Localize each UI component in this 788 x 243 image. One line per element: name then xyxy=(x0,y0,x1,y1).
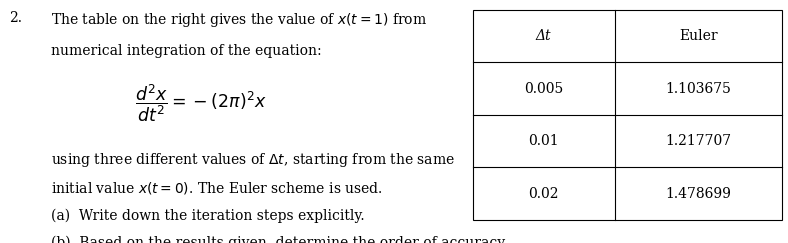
Text: numerical integration of the equation:: numerical integration of the equation: xyxy=(51,44,322,58)
Text: 0.01: 0.01 xyxy=(529,134,559,148)
Text: Euler: Euler xyxy=(678,29,718,43)
Text: (b)  Based on the results given, determine the order of accuracy.: (b) Based on the results given, determin… xyxy=(51,236,507,243)
Text: (a)  Write down the iteration steps explicitly.: (a) Write down the iteration steps expli… xyxy=(51,209,365,223)
Text: using three different values of $\Delta t$, starting from the same: using three different values of $\Delta … xyxy=(51,151,455,169)
Text: 1.217707: 1.217707 xyxy=(665,134,731,148)
Text: Δt: Δt xyxy=(536,29,552,43)
Text: 0.005: 0.005 xyxy=(524,82,563,95)
Text: 1.478699: 1.478699 xyxy=(665,187,731,201)
Text: 2.: 2. xyxy=(9,11,22,25)
Bar xyxy=(473,10,782,220)
Text: The table on the right gives the value of $x(t = 1)$ from: The table on the right gives the value o… xyxy=(51,11,427,29)
Text: $\dfrac{d^2x}{dt^2} = -(2\pi)^2x$: $\dfrac{d^2x}{dt^2} = -(2\pi)^2x$ xyxy=(135,82,267,124)
Text: initial value $x(t = 0)$. The Euler scheme is used.: initial value $x(t = 0)$. The Euler sche… xyxy=(51,180,383,196)
Text: 0.02: 0.02 xyxy=(529,187,559,201)
Text: 1.103675: 1.103675 xyxy=(665,82,731,95)
